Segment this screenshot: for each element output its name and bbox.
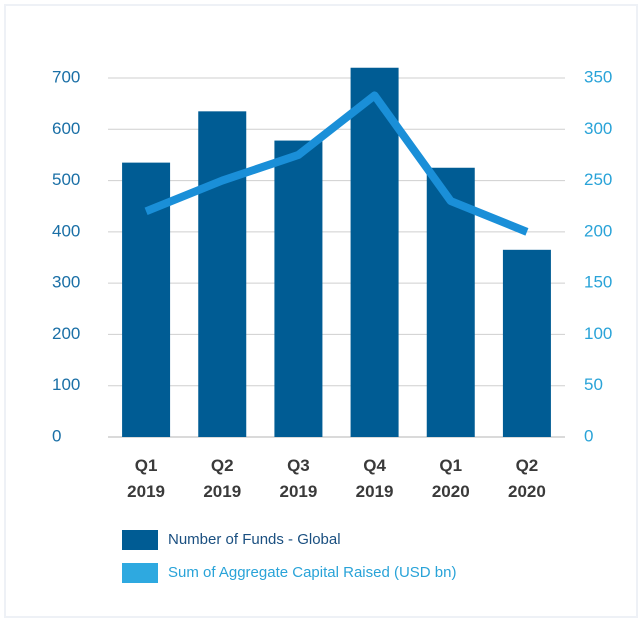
y2-tick-label: 150: [584, 273, 612, 292]
y2-tick-label: 200: [584, 221, 612, 240]
y-tick-label: 700: [52, 67, 80, 86]
x-tick-label: Q3 2019: [279, 456, 318, 501]
bar: [502, 249, 551, 437]
y-tick-label: 500: [52, 170, 80, 189]
bar: [274, 140, 323, 437]
y-tick-label: 400: [52, 221, 80, 240]
x-tick-label: Q1 2020: [431, 456, 470, 501]
frame: [4, 4, 638, 618]
y-tick-label: 600: [52, 119, 80, 138]
bar: [350, 67, 399, 437]
legend-label: Number of Funds - Global: [168, 531, 341, 548]
y2-tick-label: 350: [584, 67, 612, 86]
bar: [426, 167, 475, 437]
y-tick-label: 300: [52, 273, 80, 292]
x-tick-label: Q4 2019: [355, 456, 394, 501]
bar: [198, 111, 247, 437]
y-tick-label: 200: [52, 324, 80, 343]
y2-tick-label: 100: [584, 324, 612, 343]
y2-tick-label: 50: [584, 375, 603, 394]
x-tick-label: Q1 2019: [127, 456, 165, 501]
y2-tick-label: 0: [584, 426, 593, 445]
line: [144, 91, 529, 236]
y-tick-label: 0: [52, 426, 61, 445]
y2-tick-label: 250: [584, 170, 612, 189]
legend-swatch: [122, 530, 158, 550]
x-tick-label: Q2 2019: [203, 456, 242, 501]
legend-swatch: [122, 563, 158, 583]
x-tick-label: Q2 2020: [507, 456, 546, 501]
y2-tick-label: 300: [584, 119, 612, 138]
y-tick-label: 100: [52, 375, 80, 394]
legend-label: Sum of Aggregate Capital Raised (USD bn): [168, 564, 457, 581]
